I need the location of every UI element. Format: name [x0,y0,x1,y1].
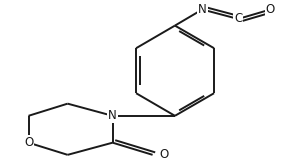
Text: O: O [266,3,275,16]
Text: C: C [234,12,242,25]
Text: O: O [24,136,33,149]
Text: O: O [159,148,168,158]
Text: N: N [198,3,207,16]
Text: N: N [108,109,117,122]
